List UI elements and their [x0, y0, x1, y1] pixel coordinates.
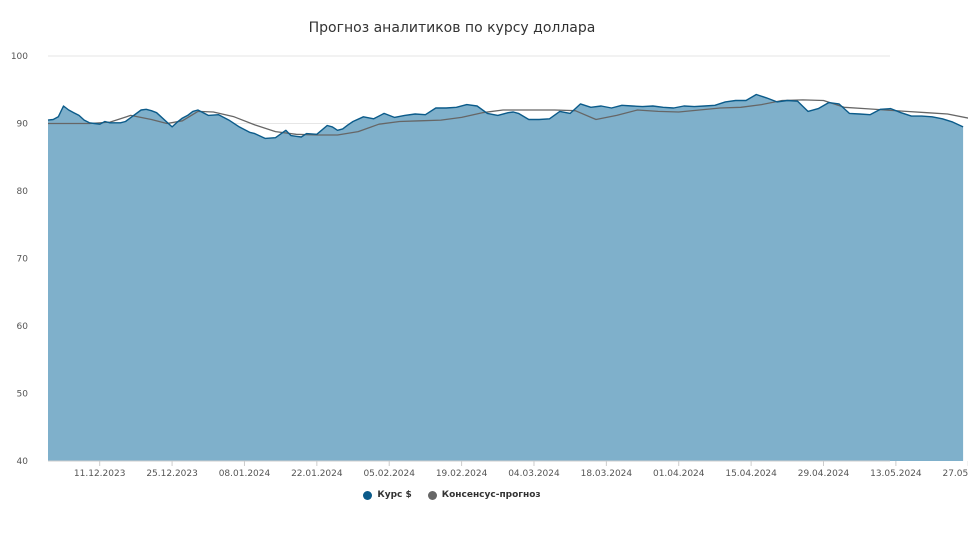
legend-label-consensus: Консенсус-прогноз	[441, 490, 541, 500]
y-tick-label: 80	[17, 187, 29, 197]
x-tick-label: 19.02.2024	[436, 469, 488, 479]
series-rate-line	[47, 93, 964, 140]
x-tick-label: 18.03.2024	[581, 469, 633, 479]
y-tick-label: 40	[17, 457, 29, 467]
legend-dot-icon	[427, 490, 437, 500]
legend-label-rate: Курс $	[377, 490, 412, 500]
x-tick-label: 05.02.2024	[363, 469, 415, 479]
x-tick-label: 22.01.2024	[291, 469, 343, 479]
y-tick-label: 90	[17, 120, 29, 130]
x-tick-label: 01.04.2024	[653, 469, 705, 479]
y-tick-label: 100	[11, 52, 28, 62]
series-area-layer	[48, 94, 964, 461]
x-tick-label: 29.04.2024	[798, 469, 850, 479]
series-line-layer	[47, 93, 968, 140]
x-tick-label: 13.05.2024	[870, 469, 922, 479]
x-tick-label: 27.05.2024	[942, 469, 968, 479]
axis-layer: 40 50 60 70 80 90 100 11.12.2023 25.12.2023 08.01…	[11, 52, 968, 479]
x-tick-label: 04.03.2024	[508, 469, 560, 479]
y-tick-label: 70	[17, 255, 29, 265]
x-tick-label: 11.12.2023	[74, 469, 126, 479]
x-tick-label: 15.04.2024	[725, 469, 777, 479]
legend-item-consensus[interactable]: Консенсус-прогноз	[427, 490, 541, 500]
y-tick-label: 50	[17, 390, 29, 400]
legend-item-rate[interactable]: Курс $	[363, 490, 412, 500]
legend: Курс $ Консенсус-прогноз	[0, 490, 904, 500]
y-tick-label: 60	[17, 322, 29, 332]
legend-dot-icon	[363, 490, 373, 500]
x-tick-label: 25.12.2023	[146, 469, 198, 479]
x-tick-label: 08.01.2024	[219, 469, 271, 479]
chart-title: Прогноз аналитиков по курсу доллара	[308, 20, 596, 36]
series-rate-area	[48, 94, 964, 461]
